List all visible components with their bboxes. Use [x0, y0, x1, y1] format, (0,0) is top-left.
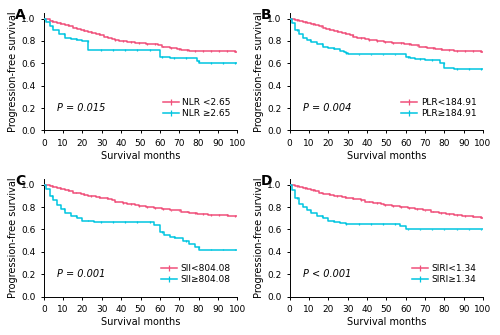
X-axis label: Survival months: Survival months	[101, 150, 180, 160]
X-axis label: Survival months: Survival months	[346, 150, 426, 160]
Legend: SIRI<1.34, SIRI≥1.34: SIRI<1.34, SIRI≥1.34	[410, 262, 478, 286]
X-axis label: Survival months: Survival months	[101, 317, 180, 327]
Legend: PLR<184.91, PLR≥184.91: PLR<184.91, PLR≥184.91	[400, 96, 478, 120]
Text: P = 0.015: P = 0.015	[58, 103, 106, 113]
Text: A: A	[15, 8, 26, 22]
Y-axis label: Progression-free survival: Progression-free survival	[8, 178, 18, 298]
Legend: SII<804.08, SII≥804.08: SII<804.08, SII≥804.08	[159, 262, 232, 286]
Text: B: B	[260, 8, 272, 22]
Text: C: C	[15, 175, 25, 189]
Text: P = 0.004: P = 0.004	[303, 103, 352, 113]
Text: P < 0.001: P < 0.001	[303, 269, 352, 279]
Text: D: D	[260, 175, 272, 189]
Y-axis label: Progression-free survival: Progression-free survival	[254, 11, 264, 132]
Legend: NLR <2.65, NLR ≥2.65: NLR <2.65, NLR ≥2.65	[160, 96, 232, 120]
Y-axis label: Progression-free survival: Progression-free survival	[254, 178, 264, 298]
Text: P = 0.001: P = 0.001	[58, 269, 106, 279]
Y-axis label: Progression-free survival: Progression-free survival	[8, 11, 18, 132]
X-axis label: Survival months: Survival months	[346, 317, 426, 327]
